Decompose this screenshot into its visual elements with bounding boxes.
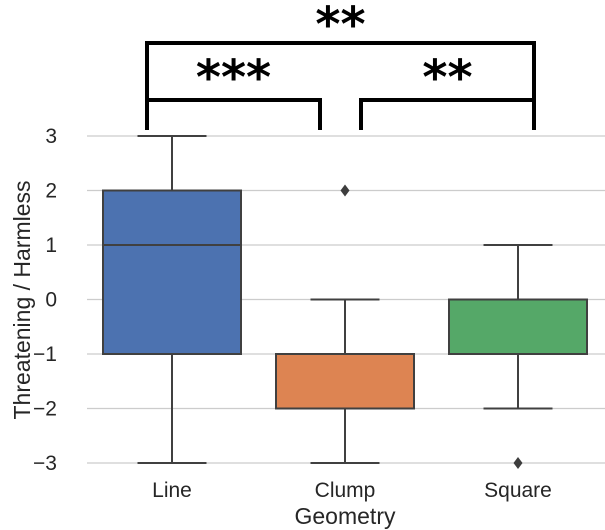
x-tick-labels: Line Clump Square	[152, 479, 552, 502]
y-tick-label: 0	[45, 289, 57, 312]
y-tick-label: 3	[45, 125, 57, 148]
significance-brackets: *** ****	[145, 0, 536, 130]
bracket-line-clump: ***	[145, 50, 322, 130]
bracket-line	[359, 98, 536, 130]
y-tick-labels: 3 2 1 0 −1 −2 −3	[33, 125, 57, 475]
boxes	[102, 135, 588, 469]
y-axis-title: Threatening / Harmless	[9, 180, 35, 419]
box-body	[102, 189, 242, 355]
x-tick-label: Line	[152, 479, 192, 502]
box-body	[448, 298, 588, 355]
box-clump	[275, 184, 415, 464]
y-tick-label: 1	[45, 234, 57, 257]
bracket-clump-square: **	[359, 50, 536, 130]
y-tick-label: −3	[33, 452, 57, 475]
bracket-line-square: **	[145, 0, 536, 100]
y-tick-label: −2	[33, 398, 57, 421]
x-tick-label: Square	[484, 479, 552, 502]
significance-label: **	[315, 0, 365, 53]
significance-label: **	[422, 50, 472, 106]
y-tick-label: 2	[45, 180, 57, 203]
bracket-line	[145, 41, 536, 100]
x-axis-title: Geometry	[295, 503, 396, 529]
x-tick-label: Clump	[315, 479, 376, 502]
box-body	[275, 353, 415, 410]
significance-label: ***	[196, 50, 271, 106]
outlier-point	[513, 457, 523, 469]
bracket-line	[145, 98, 322, 130]
y-tick-label: −1	[33, 343, 57, 366]
box-line	[102, 135, 242, 464]
box-square	[448, 244, 588, 469]
outlier-point	[340, 184, 350, 197]
